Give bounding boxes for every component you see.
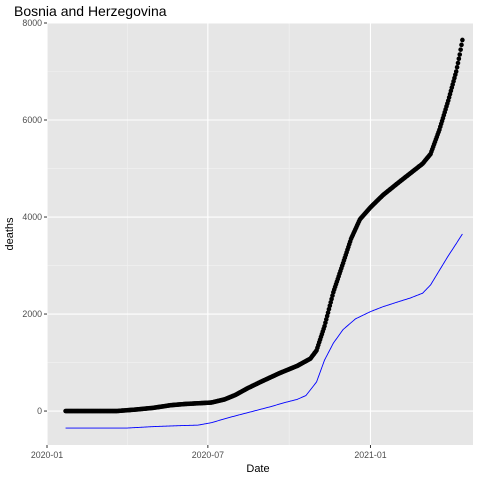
y-tick-label: 4000 [22, 212, 42, 222]
data-point: 2021-04-13: 7450 [458, 47, 463, 52]
y-tick-label: 0 [37, 406, 42, 416]
data-point: 2021-04-14: 7550 [459, 42, 464, 48]
series-line-layer [65, 233, 463, 429]
chart-title: Bosnia and Herzegovina [14, 3, 167, 19]
data-point: 2021-04-12: 7350 [457, 52, 463, 57]
y-axis-ticks: 0 2000 4000 6000 8000 [22, 18, 47, 416]
y-axis-title: deaths [4, 217, 16, 251]
x-tick-label: 2021-01 [354, 450, 386, 460]
x-tick-label: 2020-01 [31, 450, 63, 460]
data-point: 2021-04-11: 7263 [456, 56, 462, 62]
series-line [65, 233, 463, 429]
data-point: 2021-04-10: 7175 [455, 60, 461, 66]
x-axis-title: Date [246, 463, 269, 475]
x-tick-label: 2020-07 [192, 450, 224, 460]
y-tick-label: 8000 [22, 18, 42, 28]
y-tick-label: 2000 [22, 309, 42, 319]
data-point: 2021-04-08: 7000 [453, 69, 459, 74]
y-tick-label: 6000 [22, 115, 42, 125]
plot-panel [47, 23, 473, 445]
series-points-layer: 2020-01-22: 02020-01-23: 02020-01-24: 02… [63, 37, 465, 414]
grid-lines [46, 22, 473, 445]
data-point: 2021-04-15: 7650 [460, 37, 465, 43]
x-axis-ticks: 2020-01 2020-07 2021-01 [31, 445, 387, 460]
data-point: 2021-04-09: 7088 [454, 64, 460, 70]
